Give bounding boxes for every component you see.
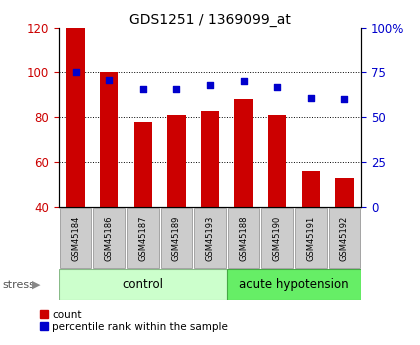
Bar	[295, 208, 327, 268]
Text: GSM45184: GSM45184	[71, 215, 80, 261]
Text: GSM45192: GSM45192	[340, 215, 349, 261]
Bar	[302, 171, 320, 207]
Text: GSM45189: GSM45189	[172, 215, 181, 261]
Title: GDS1251 / 1369099_at: GDS1251 / 1369099_at	[129, 12, 291, 27]
Bar	[167, 115, 186, 207]
Bar	[328, 208, 360, 268]
Bar	[100, 72, 118, 207]
Bar	[227, 269, 361, 300]
Point	[72, 70, 79, 75]
Point	[106, 77, 113, 82]
Text: acute hypotension: acute hypotension	[239, 278, 349, 291]
Bar	[127, 208, 159, 268]
Legend: count, percentile rank within the sample: count, percentile rank within the sample	[39, 309, 229, 333]
Bar	[93, 208, 125, 268]
Point	[341, 97, 348, 102]
Bar	[335, 178, 354, 207]
Text: GSM45190: GSM45190	[273, 215, 282, 261]
Bar	[160, 208, 192, 268]
Bar	[228, 208, 260, 268]
Point	[207, 82, 213, 88]
Bar	[66, 28, 85, 207]
Bar	[60, 208, 92, 268]
Text: stress: stress	[2, 280, 35, 289]
Text: GSM45187: GSM45187	[138, 215, 147, 261]
Bar	[201, 110, 219, 207]
Text: ▶: ▶	[32, 280, 40, 289]
Point	[173, 86, 180, 91]
Bar	[194, 208, 226, 268]
Point	[240, 79, 247, 84]
Bar	[234, 99, 253, 207]
Bar	[268, 115, 286, 207]
Text: GSM45186: GSM45186	[105, 215, 114, 261]
Text: GSM45193: GSM45193	[205, 215, 215, 261]
Point	[139, 86, 146, 91]
Text: control: control	[122, 278, 163, 291]
Text: GSM45191: GSM45191	[306, 215, 315, 261]
Point	[274, 84, 281, 90]
Text: GSM45188: GSM45188	[239, 215, 248, 261]
Point	[307, 95, 314, 100]
Bar	[261, 208, 293, 268]
Bar	[59, 269, 227, 300]
Bar	[134, 122, 152, 207]
